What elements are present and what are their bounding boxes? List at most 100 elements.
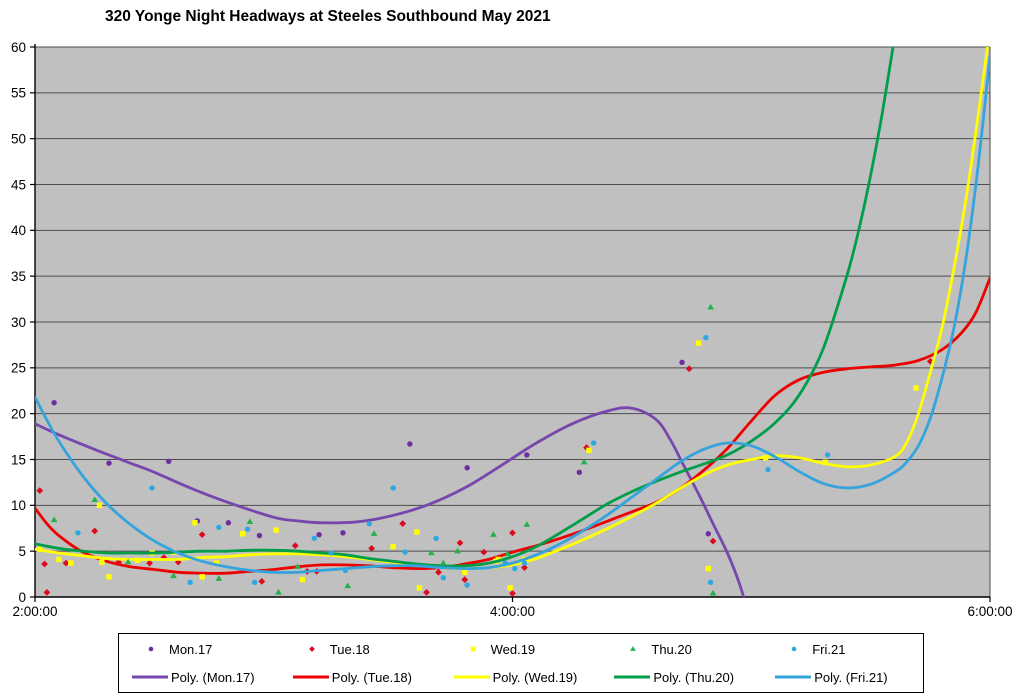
legend-marker-mon17 (148, 646, 154, 652)
scatter-point-tue18 (91, 527, 99, 535)
scatter-point-tue18 (41, 560, 48, 568)
scatter-point-fri21 (187, 579, 193, 586)
scatter-point-thu20 (215, 575, 223, 581)
legend-item-poly-wed19: Poly. (Wed.19) (441, 670, 602, 685)
scatter-point-mon17 (340, 530, 346, 536)
scatter-point-thu20 (439, 559, 447, 566)
legend-item-mon17: Mon.17 (119, 642, 280, 657)
scatter-point-fri21 (765, 466, 771, 473)
scatter-point-fri21 (502, 560, 509, 566)
y-tick-label: 20 (11, 406, 26, 421)
legend-label-thu20: Thu.20 (651, 641, 692, 657)
chart-legend: Mon.17 Tue.18 Wed.19 Thu.20 Fri.21 Poly. (Mon… (118, 633, 924, 693)
legend-marker-thu20 (630, 646, 637, 651)
scatter-point-thu20 (91, 496, 99, 502)
scatter-point-thu20 (50, 516, 58, 523)
scatter-point-fri21 (149, 485, 155, 491)
y-tick-label: 45 (11, 177, 26, 192)
chart-title: 320 Yonge Night Headways at Steeles Sout… (105, 8, 551, 25)
scatter-point-wed19 (416, 585, 423, 591)
scatter-point-fri21 (590, 440, 597, 446)
scatter-point-wed19 (56, 556, 62, 563)
series-layer (35, 47, 990, 597)
y-tick-label: 10 (11, 498, 26, 513)
trendline-sample-icon (132, 675, 168, 679)
scatter-point-tue18 (480, 548, 488, 556)
scatter-point-tue18 (399, 520, 407, 528)
scatter-point-wed19 (96, 502, 103, 509)
scatter-point-mon17 (407, 441, 413, 447)
scatter-point-tue18 (685, 365, 693, 373)
scatter-point-fri21 (824, 452, 831, 458)
legend-poly-label-thu20: Poly. (Thu.20) (653, 669, 735, 685)
scatter-point-mon17 (256, 532, 263, 539)
circle-marker-icon (791, 646, 797, 652)
scatter-point-thu20 (454, 547, 461, 554)
scatter-point-wed19 (913, 385, 919, 391)
y-tick-label: 15 (11, 452, 26, 467)
y-tick-label: 40 (11, 223, 26, 238)
y-tick-label: 30 (11, 315, 26, 330)
square-marker-icon (470, 646, 475, 652)
scatter-point-fri21 (703, 334, 709, 341)
legend-item-poly-thu20: Poly. (Thu.20) (601, 670, 762, 685)
scatter-series-mon17 (51, 359, 711, 539)
scatter-point-wed19 (705, 565, 711, 572)
scatter-point-thu20 (523, 521, 531, 527)
scatter-point-tue18 (43, 589, 51, 596)
scatter-point-wed19 (390, 543, 396, 550)
scatter-point-fri21 (328, 550, 334, 556)
scatter-point-fri21 (440, 575, 446, 581)
scatter-point-thu20 (275, 588, 282, 595)
scatter-point-fri21 (521, 560, 528, 566)
scatter-point-tue18 (146, 559, 153, 567)
scatter-point-wed19 (507, 585, 513, 591)
trendline-sample-icon (775, 675, 812, 679)
x-tick-label: 2:00:00 (12, 604, 57, 619)
scatter-series-fri21 (75, 334, 831, 588)
y-tick-label: 25 (11, 361, 26, 376)
y-tick-label: 60 (11, 40, 26, 55)
scatter-point-fri21 (251, 579, 258, 586)
legend-marker-tue18 (308, 646, 315, 652)
legend-label-wed19: Wed.19 (490, 641, 536, 657)
scatter-point-wed19 (696, 340, 702, 346)
legend-item-poly-mon17: Poly. (Mon.17) (119, 670, 280, 685)
scatter-point-mon17 (225, 520, 232, 526)
scatter-point-fri21 (244, 526, 251, 532)
scatter-point-thu20 (124, 558, 132, 565)
scatter-series-thu20 (50, 303, 717, 596)
legend-label-mon17: Mon.17 (169, 641, 213, 657)
scatter-point-tue18 (461, 576, 469, 583)
scatter-point-wed19 (462, 569, 468, 575)
scatter-point-wed19 (68, 560, 74, 566)
scatter-point-wed19 (586, 447, 592, 454)
scatter-point-thu20 (709, 589, 717, 596)
scatter-point-tue18 (521, 564, 528, 572)
scatter-point-wed19 (414, 529, 420, 535)
scatter-point-wed19 (106, 574, 112, 580)
trendline-sample-icon (453, 675, 490, 679)
scatter-point-tue18 (368, 545, 376, 552)
scatter-point-thu20 (246, 518, 254, 524)
legend-label-fri21: Fri.21 (812, 641, 846, 657)
scatter-point-thu20 (294, 563, 301, 569)
legend-poly-label-wed19: Poly. (Wed.19) (492, 669, 578, 685)
scatter-point-mon17 (576, 469, 583, 476)
scatter-point-tue18 (509, 589, 516, 597)
x-tick-label: 4:00:00 (490, 604, 535, 619)
scatter-point-mon17 (166, 458, 172, 465)
scatter-point-fri21 (216, 524, 222, 531)
legend-item-thu20: Thu.20 (601, 642, 762, 657)
legend-line-row: Poly. (Mon.17) Poly. (Tue.18) Poly. (Wed.1… (119, 664, 923, 690)
poly-curve-fri21 (35, 54, 990, 574)
scatter-point-tue18 (198, 531, 206, 539)
scatter-point-mon17 (51, 399, 57, 406)
legend-poly-label-fri21: Poly. (Fri.21) (814, 669, 888, 685)
scatter-point-mon17 (106, 460, 112, 466)
triangle-marker-icon (630, 646, 637, 651)
circle-marker-icon (148, 646, 154, 652)
poly-curve-thu20 (35, 47, 895, 568)
scatter-point-fri21 (75, 530, 81, 536)
scatter-point-thu20 (427, 549, 435, 556)
